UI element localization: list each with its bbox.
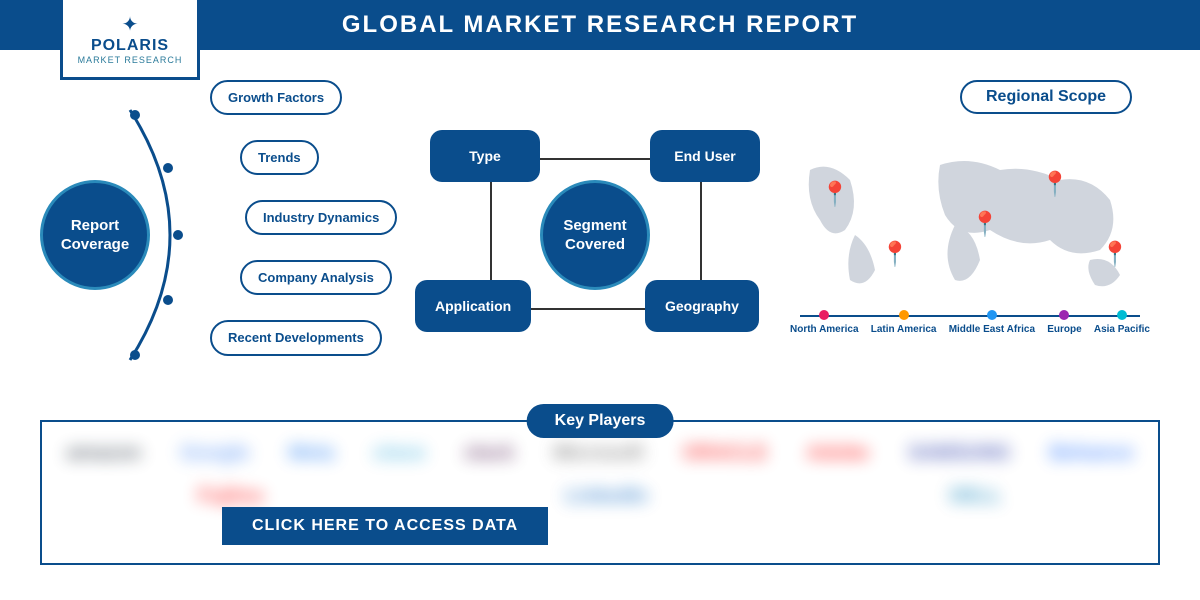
- map-pin-na: 📍: [820, 180, 850, 209]
- region-eu-label: Europe: [1047, 324, 1081, 335]
- blur-logo: slack: [464, 442, 514, 465]
- region-na-label: North America: [790, 324, 859, 335]
- coverage-pill-company: Company Analysis: [240, 260, 392, 295]
- logo-star-icon: ✦: [122, 12, 139, 37]
- map-pin-eu: 📍: [1040, 170, 1070, 199]
- key-players-section: Key Players amazon Google Meta cisco sla…: [40, 420, 1160, 565]
- blur-logo: ORACLE: [683, 442, 767, 465]
- connector-v1: [490, 170, 492, 290]
- segment-enduser: End User: [650, 130, 760, 182]
- connector-v2: [700, 170, 702, 290]
- main-content: Report Coverage Growth Factors Trends In…: [0, 50, 1200, 420]
- segment-type: Type: [430, 130, 540, 182]
- segment-geography: Geography: [645, 280, 759, 332]
- region-ap-label: Asia Pacific: [1094, 324, 1150, 335]
- blur-logo: Meta: [289, 442, 335, 465]
- coverage-pill-recent: Recent Developments: [210, 320, 382, 356]
- region-ap: Asia Pacific: [1094, 310, 1150, 335]
- region-la: Latin America: [871, 310, 937, 335]
- region-la-label: Latin America: [871, 324, 937, 335]
- region-me-label: Middle East Africa: [949, 324, 1035, 335]
- segment-application: Application: [415, 280, 531, 332]
- coverage-pill-dynamics: Industry Dynamics: [245, 200, 397, 235]
- map-pin-la: 📍: [880, 240, 910, 269]
- blur-logo: SAMSUNG: [908, 442, 1010, 465]
- blur-logo: DELL: [950, 485, 1002, 508]
- blur-logo: LinkedIn: [566, 485, 648, 508]
- map-pin-me: 📍: [970, 210, 1000, 239]
- region-na: North America: [790, 310, 859, 335]
- logo-tagline: MARKET RESEARCH: [78, 55, 183, 65]
- blur-logo: Fujitsu: [198, 485, 264, 508]
- region-legend: North America Latin America Middle East …: [790, 310, 1150, 335]
- blur-logo: Adobe: [807, 442, 869, 465]
- header-title: GLOBAL MARKET RESEARCH REPORT: [342, 11, 858, 39]
- blur-logo: Behance: [1050, 442, 1133, 465]
- blur-logo: Microsoft: [554, 442, 644, 465]
- blur-logo: amazon: [67, 442, 141, 465]
- access-data-button[interactable]: CLICK HERE TO ACCESS DATA: [222, 507, 548, 545]
- coverage-pill-trends: Trends: [240, 140, 319, 175]
- coverage-pill-growth: Growth Factors: [210, 80, 342, 115]
- regional-title: Regional Scope: [960, 80, 1132, 114]
- segment-section: Type End User Application Geography Segm…: [400, 80, 780, 410]
- segment-center-circle: Segment Covered: [540, 180, 650, 290]
- regional-section: Regional Scope 📍 📍 📍 📍 📍 North America L…: [780, 80, 1160, 410]
- blur-logo: cisco: [374, 442, 425, 465]
- report-coverage-section: Report Coverage Growth Factors Trends In…: [40, 80, 400, 410]
- blurred-logos: amazon Google Meta cisco slack Microsoft…: [42, 422, 1158, 518]
- logo-brand: POLARIS: [91, 37, 169, 55]
- blur-logo: Google: [180, 442, 249, 465]
- region-me: Middle East Africa: [949, 310, 1035, 335]
- connector-h1: [520, 158, 670, 160]
- region-eu: Europe: [1047, 310, 1081, 335]
- logo-box: ✦ POLARIS MARKET RESEARCH: [60, 0, 200, 80]
- map-pin-ap: 📍: [1100, 240, 1130, 269]
